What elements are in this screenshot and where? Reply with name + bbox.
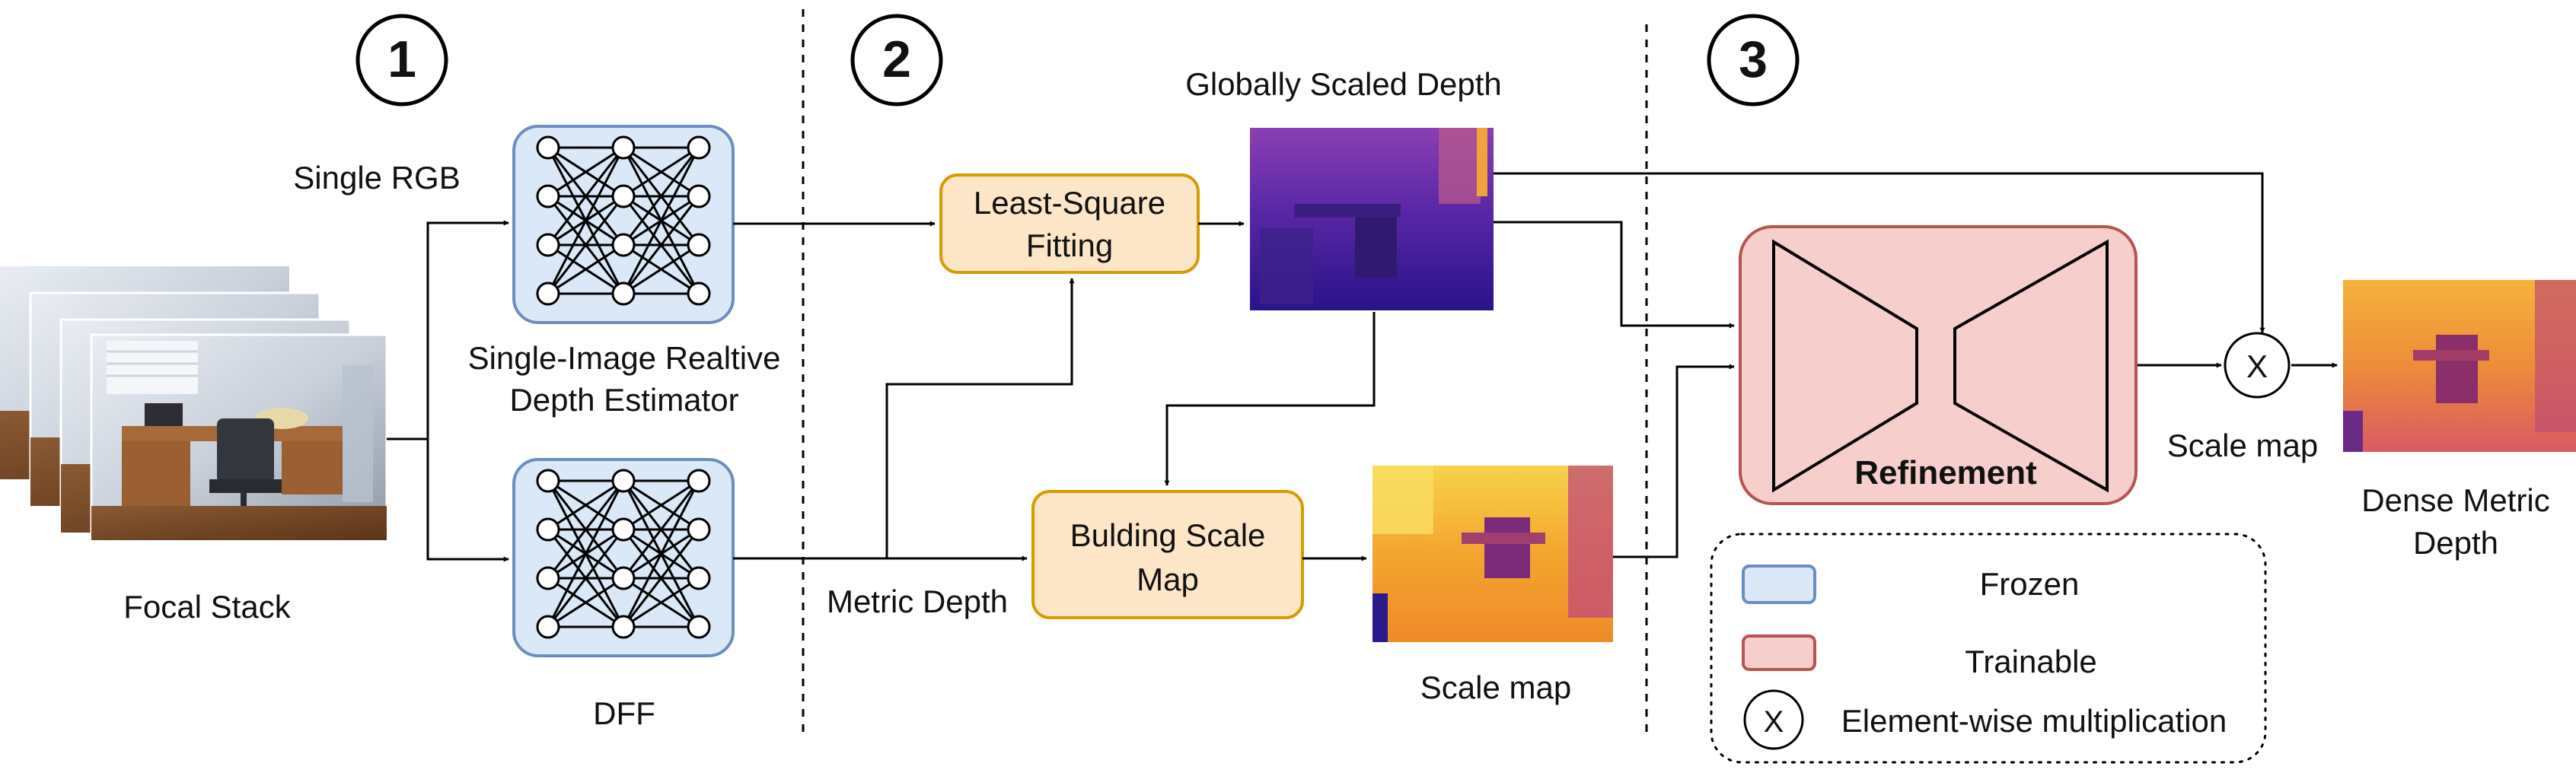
refinement-label: Refinement bbox=[1854, 454, 2037, 491]
decoder-shape bbox=[1953, 239, 2109, 493]
focal-stack-image bbox=[0, 266, 388, 542]
dff-network bbox=[512, 458, 735, 657]
network-node bbox=[687, 566, 711, 590]
network-edge bbox=[547, 479, 624, 531]
network-node bbox=[611, 233, 636, 257]
network-node bbox=[687, 233, 711, 257]
multiply-node: X bbox=[2224, 332, 2291, 399]
network-node bbox=[687, 184, 711, 208]
network-node bbox=[611, 615, 636, 639]
relative-depth-label-line1: Single-Image Realtive bbox=[468, 340, 781, 376]
network-edge bbox=[547, 243, 624, 295]
network-node bbox=[611, 135, 636, 160]
refinement-block: Refinement bbox=[1739, 225, 2138, 505]
stage-1-label: 1 bbox=[387, 30, 416, 88]
network-node bbox=[611, 184, 636, 208]
scale-map-right-label: Scale map bbox=[2167, 428, 2318, 463]
network-edge bbox=[622, 147, 700, 246]
scale-map-bottom-label: Scale map bbox=[1420, 669, 1571, 705]
building-scale-map-box: Bulding Scale Map bbox=[1031, 490, 1304, 619]
network-node bbox=[536, 566, 560, 590]
stage-1-badge: 1 bbox=[355, 14, 448, 107]
network-edge bbox=[623, 577, 700, 628]
network-edge bbox=[623, 243, 700, 295]
network-edge bbox=[623, 146, 700, 198]
globally-scaled-depth-label: Globally Scaled Depth bbox=[1185, 66, 1502, 102]
network-node bbox=[536, 233, 560, 257]
network-node bbox=[611, 566, 636, 590]
stage-3-badge: 3 bbox=[1707, 14, 1800, 107]
network-node bbox=[611, 281, 636, 306]
legend-frozen-swatch bbox=[1742, 565, 1816, 604]
network-edge bbox=[547, 147, 625, 246]
lsq-label-line2: Fitting bbox=[1026, 227, 1113, 263]
network-edge bbox=[623, 479, 700, 531]
network-edge bbox=[547, 147, 625, 294]
network-edge bbox=[547, 196, 625, 294]
network-edge bbox=[547, 480, 625, 579]
multiply-symbol: X bbox=[2246, 348, 2268, 384]
legend-multiply-icon bbox=[1743, 689, 1804, 750]
encoder-shape bbox=[1772, 239, 1918, 493]
network-node bbox=[687, 615, 711, 639]
scale-map-image bbox=[1372, 466, 1613, 642]
network-node bbox=[687, 135, 711, 160]
network-edge bbox=[622, 529, 700, 628]
network-edge bbox=[547, 146, 624, 198]
legend-trainable-swatch bbox=[1742, 634, 1816, 671]
network-edge bbox=[547, 577, 624, 628]
relative-depth-estimator-network bbox=[512, 125, 735, 324]
input-connectors bbox=[387, 220, 509, 562]
dense-metric-label-line2: Depth bbox=[2413, 525, 2498, 561]
focal-stack-label: Focal Stack bbox=[123, 589, 291, 625]
network-node bbox=[536, 281, 560, 306]
legend-elementwise-label: Element-wise multiplication bbox=[1841, 703, 2227, 739]
network-node bbox=[536, 615, 560, 639]
single-rgb-label: Single RGB bbox=[293, 160, 460, 196]
network-edge bbox=[622, 480, 700, 579]
network-edge bbox=[622, 196, 700, 294]
network-node bbox=[536, 517, 560, 542]
scale-map-box-label-line2: Map bbox=[1137, 561, 1199, 597]
network-edge bbox=[547, 529, 625, 628]
network-node bbox=[536, 469, 560, 493]
legend-trainable-label: Trainable bbox=[1965, 644, 2097, 679]
network-node bbox=[687, 469, 711, 493]
dff-label: DFF bbox=[593, 695, 655, 731]
dense-metric-label-line1: Dense Metric bbox=[2361, 482, 2549, 518]
network-node bbox=[536, 135, 560, 160]
scale-map-box-label-line1: Bulding Scale bbox=[1070, 517, 1266, 553]
legend-multiply-symbol: X bbox=[1764, 705, 1784, 739]
network-edge bbox=[547, 480, 625, 628]
legend-frozen-label: Frozen bbox=[1980, 566, 2080, 602]
network-node bbox=[611, 517, 636, 542]
network-edge bbox=[622, 480, 700, 628]
legend: Frozen Trainable X Element-wise multipli… bbox=[1710, 533, 2267, 764]
globally-scaled-depth-image bbox=[1250, 128, 1494, 310]
metric-depth-label: Metric Depth bbox=[827, 584, 1008, 619]
network-edge bbox=[622, 147, 700, 294]
stage-2-label: 2 bbox=[882, 30, 911, 88]
relative-depth-label-line2: Depth Estimator bbox=[509, 382, 738, 418]
stage-3-label: 3 bbox=[1739, 30, 1768, 88]
dense-metric-depth-image bbox=[2343, 280, 2576, 452]
network-node bbox=[687, 281, 711, 306]
least-square-fitting-box: Least-Square Fitting bbox=[939, 173, 1200, 274]
network-node bbox=[536, 184, 560, 208]
network-node bbox=[611, 469, 636, 493]
network-node bbox=[687, 517, 711, 542]
stage-2-badge: 2 bbox=[850, 14, 943, 107]
stage-2-connectors bbox=[733, 172, 2338, 561]
lsq-label-line1: Least-Square bbox=[974, 185, 1165, 221]
